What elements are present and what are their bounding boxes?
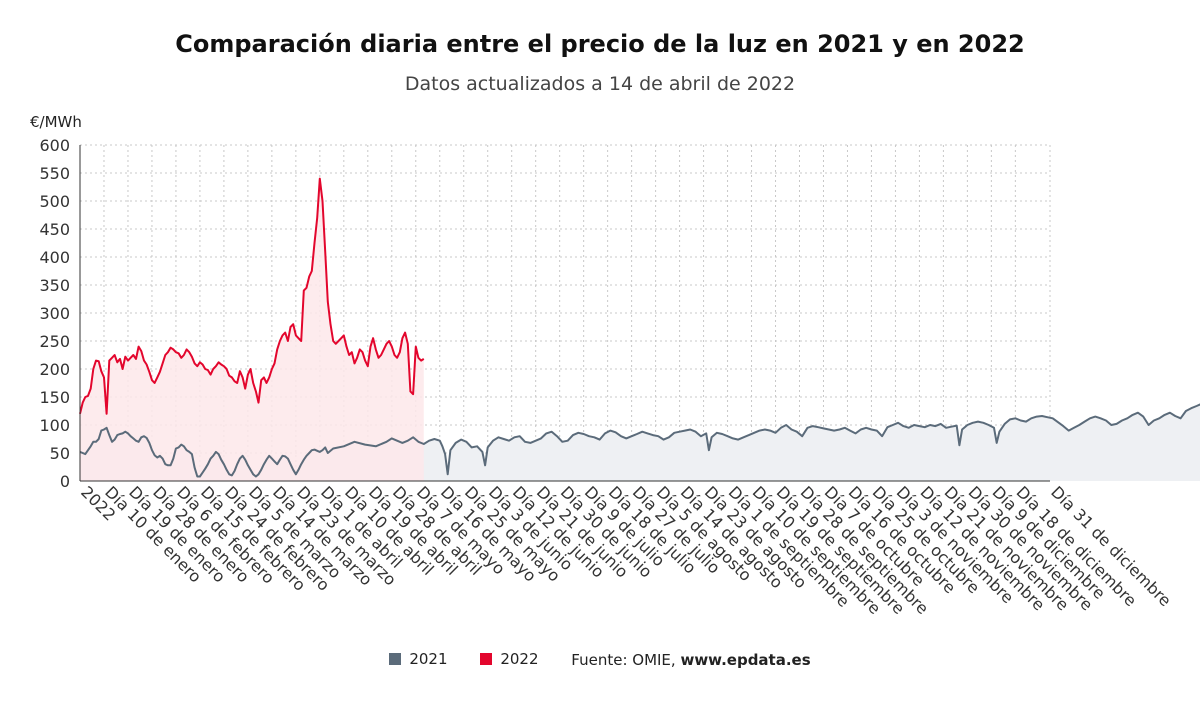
- y-tick-label: 550: [39, 164, 70, 183]
- line-2022: [79, 177, 425, 415]
- y-tick-label: 350: [39, 276, 70, 295]
- y-tick-label: 50: [50, 444, 70, 463]
- source-prefix: Fuente: OMIE,: [571, 651, 676, 669]
- y-tick-label: 0: [60, 472, 70, 491]
- y-axis-unit: €/MWh: [30, 113, 82, 131]
- y-tick-label: 600: [39, 136, 70, 155]
- legend-swatch-2021: [389, 653, 402, 665]
- chart-subtitle: Datos actualizados a 14 de abril de 2022: [404, 73, 796, 95]
- source-note: Fuente: OMIE, www.epdata.es: [571, 651, 810, 669]
- y-tick-label: 450: [39, 220, 70, 239]
- legend: 2021 2022 Fuente: OMIE, www.epdata.es: [0, 650, 1200, 669]
- legend-item-2022[interactable]: 2022: [480, 650, 539, 668]
- chart-title: Comparación diaria entre el precio de la…: [175, 30, 1025, 58]
- y-tick-label: 200: [39, 360, 70, 379]
- source-link[interactable]: www.epdata.es: [680, 651, 811, 669]
- y-tick-label: 400: [39, 248, 70, 267]
- y-tick-label: 500: [39, 192, 70, 211]
- y-tick-label: 150: [39, 388, 70, 407]
- area-2022: [80, 178, 424, 481]
- legend-item-2021[interactable]: 2021: [389, 650, 448, 668]
- line-2021: [79, 403, 1200, 478]
- y-tick-label: 300: [39, 304, 70, 323]
- legend-label-2021: 2021: [409, 650, 448, 668]
- legend-label-2022: 2022: [500, 650, 539, 668]
- y-tick-label: 250: [39, 332, 70, 351]
- legend-swatch-2022: [480, 653, 493, 665]
- y-tick-label: 100: [39, 416, 70, 435]
